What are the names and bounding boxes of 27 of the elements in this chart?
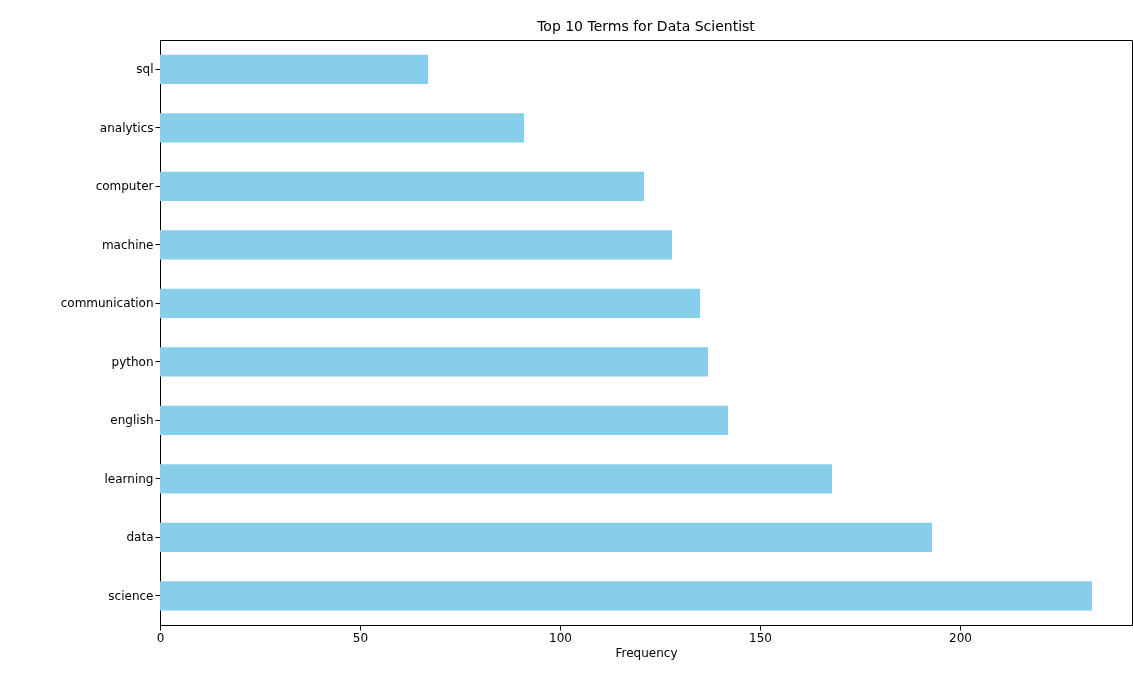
bar [160, 347, 708, 377]
x-axis-title: Frequency [615, 645, 678, 660]
x-tick-label: 150 [749, 630, 772, 645]
bar [160, 581, 1092, 611]
y-tick-label: python [111, 354, 154, 369]
bar [160, 405, 728, 435]
bar [160, 113, 524, 143]
y-tick-label: machine [101, 237, 154, 252]
y-tick-label: sql [136, 62, 154, 77]
x-tick-label: 200 [949, 630, 972, 645]
bar [160, 171, 644, 201]
y-tick-label: communication [60, 296, 154, 311]
y-tick-label: learning [104, 471, 154, 486]
y-tick-label: english [110, 413, 154, 428]
y-tick-label: analytics [99, 120, 154, 135]
x-tick-label: 50 [352, 630, 369, 645]
bar [160, 522, 932, 552]
x-tick-label: 100 [549, 630, 572, 645]
bar [160, 464, 832, 494]
y-tick-label: science [108, 588, 154, 603]
x-tick-label: 0 [156, 630, 165, 645]
bar [160, 288, 700, 318]
bar [160, 230, 672, 260]
y-tick-label: computer [95, 179, 154, 194]
chart-title: Top 10 Terms for Data Scientist [536, 18, 756, 34]
bar [160, 54, 428, 84]
y-tick-label: data [126, 530, 154, 545]
